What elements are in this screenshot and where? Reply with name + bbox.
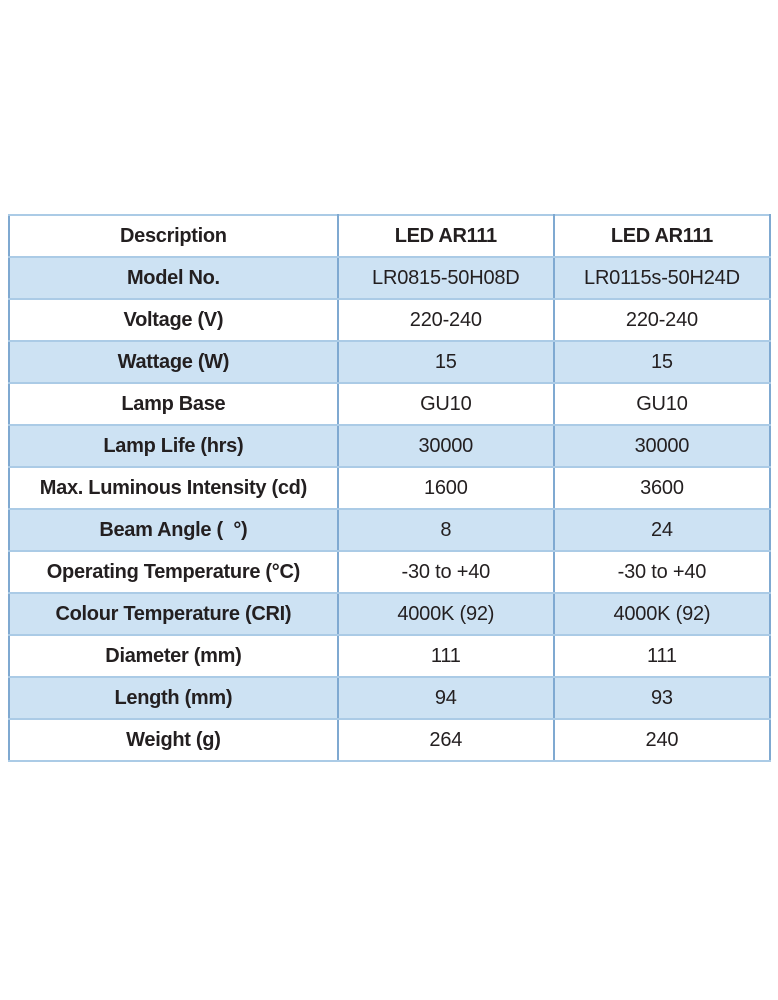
spec-value-cell: 15 [552, 340, 772, 384]
spec-label-cell: Model No. [8, 256, 339, 300]
spec-value-cell: 111 [336, 634, 555, 678]
spec-label-cell: Lamp Base [8, 382, 339, 426]
spec-value-cell: 111 [552, 634, 772, 678]
spec-value-cell: 220-240 [552, 298, 772, 342]
table-row: Wattage (W) 15 15 [8, 340, 772, 384]
spec-value-cell: 24 [552, 508, 772, 552]
spec-value-cell: LR0815-50H08D [336, 256, 555, 300]
table-row: Colour Temperature (CRI) 4000K (92) 4000… [8, 592, 772, 636]
spec-label-cell: Operating Temperature (°C) [8, 550, 339, 594]
spec-value-cell: LR0115s-50H24D [552, 256, 772, 300]
spec-value-cell: 93 [552, 676, 772, 720]
spec-value-cell: GU10 [336, 382, 555, 426]
spec-value-cell: 220-240 [336, 298, 555, 342]
spec-value-cell: 15 [336, 340, 555, 384]
spec-label-cell: Colour Temperature (CRI) [8, 592, 339, 636]
table-row: Lamp Life (hrs) 30000 30000 [8, 424, 772, 468]
header-cell-product-1: LED AR111 [336, 214, 555, 258]
table-row: Length (mm) 94 93 [8, 676, 772, 720]
spec-value-cell: 4000K (92) [336, 592, 555, 636]
table-row: Diameter (mm) 111 111 [8, 634, 772, 678]
header-cell-product-2: LED AR111 [552, 214, 772, 258]
spec-value-cell: 30000 [552, 424, 772, 468]
spec-label-cell: Max. Luminous Intensity (cd) [8, 466, 339, 510]
table-row: Max. Luminous Intensity (cd) 1600 3600 [8, 466, 772, 510]
table-row: Lamp Base GU10 GU10 [8, 382, 772, 426]
spec-label-cell: Weight (g) [8, 718, 339, 762]
table-row: Beam Angle ( °) 8 24 [8, 508, 772, 552]
spec-value-cell: 240 [552, 718, 772, 762]
spec-label-cell: Diameter (mm) [8, 634, 339, 678]
spec-label-cell: Wattage (W) [8, 340, 339, 384]
header-cell-description: Description [8, 214, 339, 258]
spec-value-cell: 94 [336, 676, 555, 720]
table-row: Voltage (V) 220-240 220-240 [8, 298, 772, 342]
spec-value-cell: 3600 [552, 466, 772, 510]
table-header-row: Description LED AR111 LED AR111 [8, 214, 772, 258]
spec-value-cell: 4000K (92) [552, 592, 772, 636]
spec-value-cell: 1600 [336, 466, 555, 510]
table-row: Operating Temperature (°C) -30 to +40 -3… [8, 550, 772, 594]
spec-value-cell: 30000 [336, 424, 555, 468]
spec-value-cell: -30 to +40 [336, 550, 555, 594]
spec-value-cell: GU10 [552, 382, 772, 426]
table-row: Weight (g) 264 240 [8, 718, 772, 762]
spec-value-cell: -30 to +40 [552, 550, 772, 594]
spec-value-cell: 8 [336, 508, 555, 552]
spec-label-cell: Voltage (V) [8, 298, 339, 342]
table-row: Model No. LR0815-50H08D LR0115s-50H24D [8, 256, 772, 300]
spec-value-cell: 264 [336, 718, 555, 762]
spec-label-cell: Length (mm) [8, 676, 339, 720]
spec-label-cell: Lamp Life (hrs) [8, 424, 339, 468]
spec-label-cell: Beam Angle ( °) [8, 508, 339, 552]
spec-table: Description LED AR111 LED AR111 Model No… [8, 214, 772, 762]
